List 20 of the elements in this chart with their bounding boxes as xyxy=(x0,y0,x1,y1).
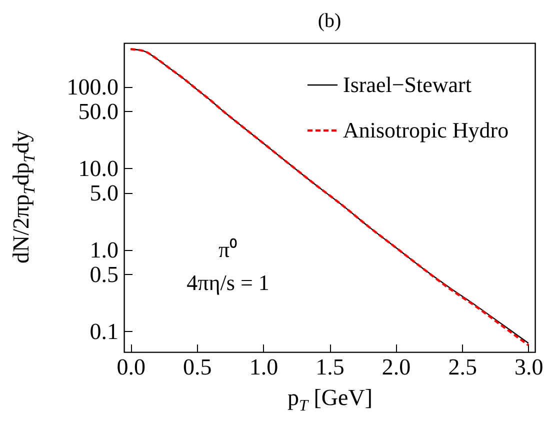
x-tick-label: 3.0 xyxy=(514,354,544,380)
y-tick-label: 50.0 xyxy=(78,98,118,124)
x-tick-label: 2.0 xyxy=(382,354,411,380)
legend-label: Anisotropic Hydro xyxy=(343,118,509,142)
x-tick-label: 2.5 xyxy=(448,354,477,380)
x-axis-title: p$_{T}$ [GeV] xyxy=(288,385,372,416)
x-tick-label: 0.5 xyxy=(183,354,212,380)
annotation: π⁰ xyxy=(218,237,238,262)
x-tick-label: 1.0 xyxy=(249,354,278,380)
annotation: 4πη/s = 1 xyxy=(186,270,270,295)
x-tick-label: 0.0 xyxy=(116,354,146,380)
y-tick-label: 100.0 xyxy=(66,74,118,100)
legend-label: Israel−Stewart xyxy=(343,72,472,97)
y-tick-label: 0.5 xyxy=(90,262,118,287)
y-tick-label: 1.0 xyxy=(90,237,118,262)
chart-title: (b) xyxy=(318,10,342,32)
y-tick-label: 0.1 xyxy=(90,318,118,344)
y-tick-label: 10.0 xyxy=(78,156,118,181)
x-tick-label: 1.5 xyxy=(316,354,344,380)
y-tick-label: 5.0 xyxy=(90,180,118,206)
